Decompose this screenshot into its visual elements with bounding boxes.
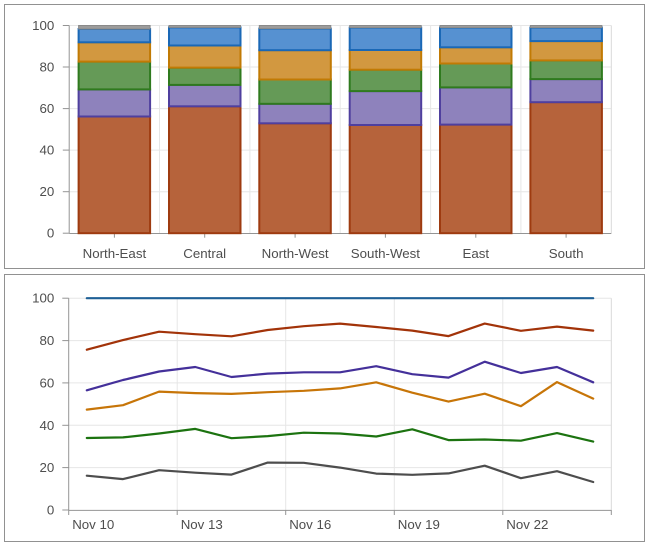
svg-text:Nov 10: Nov 10 <box>72 517 114 532</box>
svg-text:North-East: North-East <box>83 246 147 261</box>
svg-text:60: 60 <box>40 375 55 390</box>
svg-text:100: 100 <box>32 18 54 33</box>
svg-text:Nov 22: Nov 22 <box>506 517 548 532</box>
svg-text:Central: Central <box>183 246 226 261</box>
svg-text:20: 20 <box>40 184 55 199</box>
svg-text:Nov 19: Nov 19 <box>398 517 440 532</box>
svg-text:80: 80 <box>40 333 55 348</box>
svg-text:North-West: North-West <box>262 246 329 261</box>
svg-text:40: 40 <box>40 143 55 158</box>
svg-text:South: South <box>549 246 584 261</box>
svg-text:40: 40 <box>40 418 55 433</box>
svg-text:Nov 16: Nov 16 <box>289 517 331 532</box>
svg-text:0: 0 <box>47 503 54 518</box>
svg-text:South-West: South-West <box>351 246 421 261</box>
svg-text:East: East <box>462 246 489 261</box>
svg-text:80: 80 <box>40 60 55 75</box>
svg-text:60: 60 <box>40 101 55 116</box>
svg-text:0: 0 <box>47 226 54 241</box>
svg-text:Nov 13: Nov 13 <box>181 517 223 532</box>
svg-text:20: 20 <box>40 460 55 475</box>
svg-text:100: 100 <box>32 291 54 306</box>
